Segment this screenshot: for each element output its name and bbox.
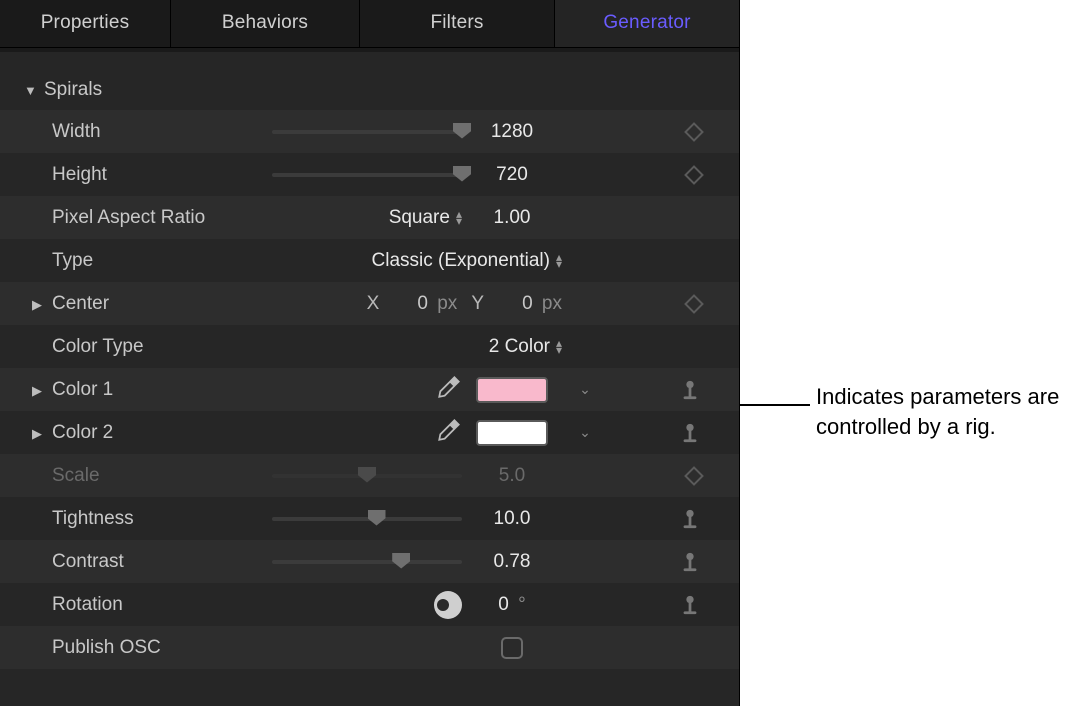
row-color-2: ▶ Color 2 ⌄ xyxy=(0,411,739,454)
checkbox-publish-osc[interactable] xyxy=(501,637,523,659)
chevron-updown-icon: ▴▾ xyxy=(556,254,562,268)
row-type: Type Classic (Exponential) ▴▾ xyxy=(0,239,739,282)
row-rotation: Rotation 0 ° xyxy=(0,583,739,626)
disclosure-right-icon[interactable]: ▶ xyxy=(32,297,42,313)
axis-y-label: Y xyxy=(471,293,484,315)
rig-icon[interactable] xyxy=(679,422,701,444)
value-rotation[interactable]: 0 ° xyxy=(462,594,562,616)
label-par: Pixel Aspect Ratio xyxy=(52,207,252,229)
value-center-x[interactable]: 0 px xyxy=(393,293,457,315)
row-color-type: Color Type 2 Color ▴▾ xyxy=(0,325,739,368)
value-par[interactable]: 1.00 xyxy=(462,207,562,229)
row-contrast: Contrast 0.78 xyxy=(0,540,739,583)
eyedropper-icon[interactable] xyxy=(436,374,462,406)
value-contrast[interactable]: 0.78 xyxy=(462,551,562,573)
row-par: Pixel Aspect Ratio Square ▴▾ 1.00 xyxy=(0,196,739,239)
disclosure-down-icon: ▼ xyxy=(24,83,36,98)
tab-properties[interactable]: Properties xyxy=(0,0,170,47)
eyedropper-icon[interactable] xyxy=(436,417,462,449)
annotation-area: Indicates parameters are controlled by a… xyxy=(740,0,1078,706)
slider-tightness[interactable] xyxy=(272,517,462,521)
label-width: Width xyxy=(52,121,252,143)
popup-par[interactable]: Square ▴▾ xyxy=(389,207,462,229)
color-well-1[interactable] xyxy=(476,377,548,403)
chevron-down-icon[interactable]: ⌄ xyxy=(579,424,591,441)
slider-contrast[interactable] xyxy=(272,560,462,564)
slider-height[interactable] xyxy=(272,173,462,177)
value-tightness[interactable]: 10.0 xyxy=(462,508,562,530)
rig-icon[interactable] xyxy=(679,551,701,573)
slider-width[interactable] xyxy=(272,130,462,134)
row-scale: Scale 5.0 xyxy=(0,454,739,497)
tab-bar: Properties Behaviors Filters Generator xyxy=(0,0,739,48)
callout-line xyxy=(740,404,810,406)
disclosure-right-icon[interactable]: ▶ xyxy=(32,426,42,442)
keyframe-icon[interactable] xyxy=(684,122,704,142)
chevron-updown-icon: ▴▾ xyxy=(556,340,562,354)
rig-icon[interactable] xyxy=(679,594,701,616)
tab-generator[interactable]: Generator xyxy=(555,0,739,47)
keyframe-icon[interactable] xyxy=(684,165,704,185)
group-spirals[interactable]: ▼ Spirals xyxy=(0,70,739,110)
popup-type[interactable]: Classic (Exponential) ▴▾ xyxy=(372,250,563,272)
rig-icon[interactable] xyxy=(679,379,701,401)
value-scale: 5.0 xyxy=(462,465,562,487)
label-color-type: Color Type xyxy=(52,336,252,358)
disclosure-right-icon[interactable]: ▶ xyxy=(32,383,42,399)
value-height[interactable]: 720 xyxy=(462,164,562,186)
label-color-1: Color 1 xyxy=(52,379,252,401)
group-title: Spirals xyxy=(44,79,102,101)
keyframe-icon[interactable] xyxy=(684,466,704,486)
value-width[interactable]: 1280 xyxy=(462,121,562,143)
label-scale: Scale xyxy=(52,465,252,487)
chevron-down-icon[interactable]: ⌄ xyxy=(579,381,591,398)
label-center: Center xyxy=(52,293,252,315)
tab-behaviors[interactable]: Behaviors xyxy=(171,0,359,47)
row-height: Height 720 xyxy=(0,153,739,196)
label-contrast: Contrast xyxy=(52,551,252,573)
axis-x-label: X xyxy=(367,293,380,315)
label-tightness: Tightness xyxy=(52,508,252,530)
label-height: Height xyxy=(52,164,252,186)
callout-text: Indicates parameters are controlled by a… xyxy=(816,382,1078,441)
rotation-dial[interactable] xyxy=(434,591,462,619)
keyframe-icon[interactable] xyxy=(684,294,704,314)
row-center: ▶ Center X 0 px Y 0 px xyxy=(0,282,739,325)
row-color-1: ▶ Color 1 ⌄ xyxy=(0,368,739,411)
label-type: Type xyxy=(52,250,252,272)
label-publish-osc: Publish OSC xyxy=(52,637,252,659)
value-center-y[interactable]: 0 px xyxy=(498,293,562,315)
popup-color-type[interactable]: 2 Color ▴▾ xyxy=(489,336,562,358)
row-width: Width 1280 xyxy=(0,110,739,153)
tab-filters[interactable]: Filters xyxy=(360,0,554,47)
rig-icon[interactable] xyxy=(679,508,701,530)
slider-scale xyxy=(272,474,462,478)
label-color-2: Color 2 xyxy=(52,422,252,444)
inspector-panel: Properties Behaviors Filters Generator ▼… xyxy=(0,0,740,706)
row-tightness: Tightness 10.0 xyxy=(0,497,739,540)
row-publish-osc: Publish OSC xyxy=(0,626,739,669)
color-well-2[interactable] xyxy=(476,420,548,446)
label-rotation: Rotation xyxy=(52,594,252,616)
